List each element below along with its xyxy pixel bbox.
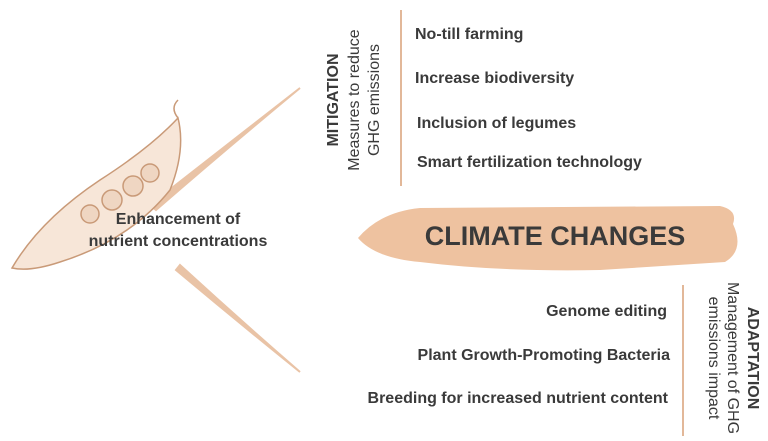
mitigation-item: Inclusion of legumes xyxy=(417,115,576,132)
mitigation-subtitle: GHG emissions xyxy=(366,44,383,156)
mitigation-item: Increase biodiversity xyxy=(415,70,574,87)
adaptation-heading: ADAPTATION xyxy=(744,307,761,410)
adaptation-subtitle: Management of GHG xyxy=(724,282,741,434)
mitigation-item: No-till farming xyxy=(415,26,523,43)
mitigation-subtitle: Measures to reduce xyxy=(346,29,363,171)
adaptation-item: Genome editing xyxy=(546,303,667,320)
center-label: nutrient concentrations xyxy=(89,233,268,250)
mitigation-item: Smart fertilization technology xyxy=(417,154,642,171)
adaptation-item: Plant Growth-Promoting Bacteria xyxy=(418,347,671,364)
adaptation-item: Breeding for increased nutrient content xyxy=(368,390,669,407)
mitigation-heading: MITIGATION xyxy=(325,53,342,146)
adaptation-subtitle: emissions impact xyxy=(705,297,722,420)
center-label: Enhancement of xyxy=(116,211,241,228)
stroke-lower xyxy=(176,265,300,372)
main-title: CLIMATE CHANGES xyxy=(425,221,686,251)
diagram: Enhancement of nutrient concentrations C… xyxy=(0,0,768,441)
